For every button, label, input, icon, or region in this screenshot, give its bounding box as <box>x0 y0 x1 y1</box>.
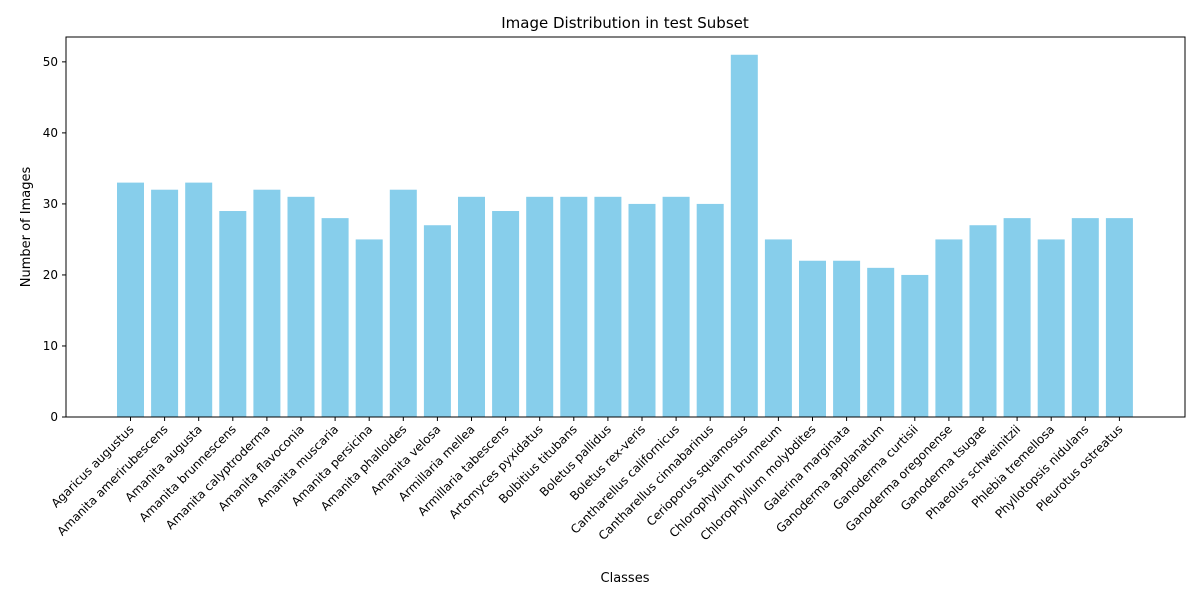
bar-12 <box>526 196 554 417</box>
y-axis: 0 10 20 30 40 50 <box>43 55 66 424</box>
bar-2 <box>185 182 213 417</box>
bar-11 <box>492 211 520 417</box>
bar-17 <box>696 203 724 417</box>
x-axis-label: Classes <box>601 571 650 586</box>
bar-23 <box>901 274 929 417</box>
y-tick-label: 20 <box>43 268 58 282</box>
bar-0 <box>117 182 144 417</box>
bar-28 <box>1071 218 1099 417</box>
bar-22 <box>867 267 895 417</box>
y-tick-label: 30 <box>43 197 58 211</box>
bar-13 <box>560 196 588 417</box>
bar-5 <box>287 196 315 417</box>
bar-25 <box>969 225 997 417</box>
bar-15 <box>628 203 656 417</box>
plot-frame <box>65 36 1186 418</box>
bar-27 <box>1037 239 1065 417</box>
y-tick-label: 0 <box>50 410 58 424</box>
bar-10 <box>458 196 485 417</box>
y-tick-label: 10 <box>43 339 58 353</box>
bar-16 <box>662 196 690 417</box>
bar-19 <box>764 239 792 417</box>
bar-18 <box>730 54 758 417</box>
bar-29 <box>1105 218 1133 417</box>
bar-4 <box>253 189 281 417</box>
chart-title: Image Distribution in test Subset <box>501 14 749 32</box>
bar-8 <box>389 189 417 417</box>
bar-9 <box>423 225 451 417</box>
bar-26 <box>1003 218 1031 417</box>
y-tick-label: 50 <box>43 55 58 69</box>
bar-6 <box>321 218 349 417</box>
bar-24 <box>935 239 963 417</box>
bar-7 <box>355 239 383 417</box>
bar-21 <box>833 260 861 417</box>
y-tick-label: 40 <box>43 126 58 140</box>
bar-20 <box>799 260 826 417</box>
bar-1 <box>151 189 179 417</box>
bar-3 <box>219 211 247 417</box>
y-axis-label: Number of Images <box>19 167 34 288</box>
bars-group <box>117 54 1133 417</box>
bar-14 <box>594 196 622 417</box>
